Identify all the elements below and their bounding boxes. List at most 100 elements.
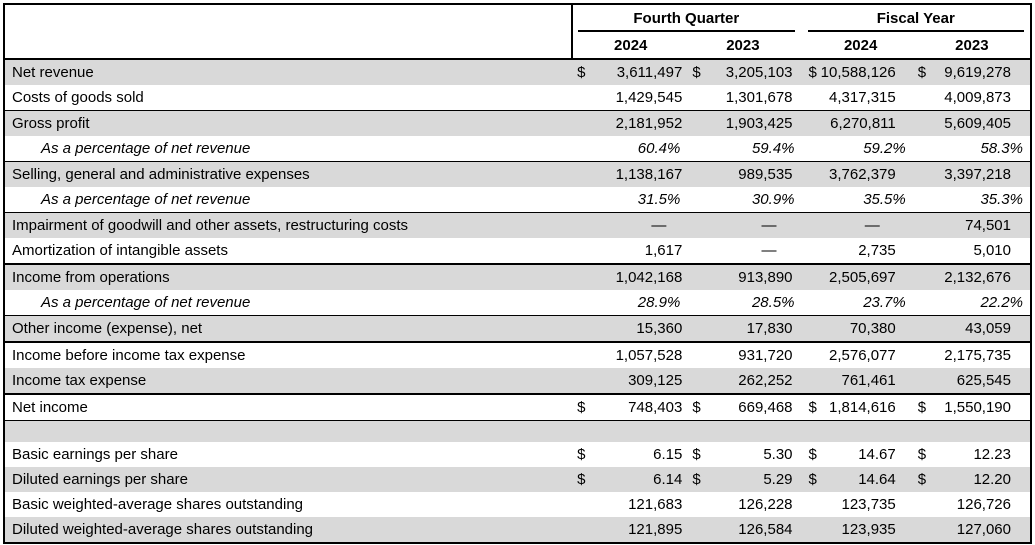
value-cell: 6,270,811 bbox=[807, 110, 914, 136]
dollar-sign: $ bbox=[692, 64, 701, 81]
value-cell: $12.23 bbox=[914, 442, 1031, 467]
column-gap-cell bbox=[797, 161, 808, 187]
value-cell: 625,545 bbox=[913, 368, 1031, 394]
value-cell bbox=[688, 420, 798, 442]
column-group-label: Fiscal Year bbox=[876, 10, 955, 27]
header-group-row: Fourth Quarter Fiscal Year bbox=[4, 4, 1031, 32]
dollar-sign: $ bbox=[917, 64, 927, 81]
row-label bbox=[4, 420, 573, 442]
value-cell: 23.7% bbox=[863, 294, 906, 311]
cell-value: 3,205,103 bbox=[725, 64, 793, 81]
value-cell: $669,468 bbox=[688, 393, 798, 421]
column-gap-cell bbox=[798, 187, 808, 213]
column-gap-cell bbox=[798, 290, 808, 316]
column-gap-cell bbox=[797, 517, 808, 543]
dollar-sign: $ bbox=[808, 471, 817, 488]
value-cell: 121,895 bbox=[572, 517, 689, 543]
value-cell: 126,584 bbox=[688, 517, 798, 543]
value-cell: 1,057,528 bbox=[572, 341, 689, 368]
value-cell: 126,726 bbox=[956, 496, 1011, 513]
value-cell bbox=[913, 420, 1031, 442]
row-label: Costs of goods sold bbox=[12, 89, 144, 106]
value-cell: $14.67 bbox=[808, 442, 914, 467]
column-gap-cell bbox=[798, 442, 808, 467]
row-label: Basic earnings per share bbox=[12, 446, 178, 463]
value-cell: 2,181,952 bbox=[572, 110, 689, 136]
column-gap-cell bbox=[797, 420, 808, 442]
value-cell: 2,175,735 bbox=[913, 341, 1031, 368]
value-cell: 123,735 bbox=[841, 496, 896, 513]
row-label: Other income (expense), net bbox=[4, 315, 573, 342]
value-cell: $3,205,103 bbox=[688, 59, 798, 85]
dollar-sign: $ bbox=[808, 399, 817, 416]
column-gap-cell bbox=[797, 315, 808, 342]
value-cell: 913,890 bbox=[688, 263, 798, 290]
cell-value: 1,814,616 bbox=[829, 399, 896, 416]
value-cell: 22.2% bbox=[980, 294, 1023, 311]
dollar-sign: $ bbox=[917, 399, 927, 416]
row-label: Amortization of intangible assets bbox=[12, 242, 228, 259]
value-cell: 1,138,167 bbox=[572, 161, 689, 187]
cell-value: 9,619,278 bbox=[944, 64, 1011, 81]
value-cell: $9,619,278 bbox=[913, 59, 1031, 85]
value-cell: 2,735 bbox=[858, 242, 896, 259]
value-cell: 30.9% bbox=[751, 191, 795, 208]
dollar-sign: $ bbox=[808, 446, 817, 463]
value-cell: $14.64 bbox=[807, 467, 914, 492]
table-row: Income from operations 1,042,168 913,890 2,… bbox=[4, 263, 1031, 290]
row-label: As a percentage of net revenue bbox=[41, 294, 251, 311]
value-cell: 28.9% bbox=[637, 294, 681, 311]
dollar-sign: $ bbox=[577, 399, 586, 416]
value-cell: — bbox=[572, 212, 689, 238]
cell-value: 3,611,497 bbox=[616, 64, 683, 81]
header-year-row: 2024 2023 2024 2023 bbox=[4, 32, 1031, 60]
value-cell: 74,501 bbox=[913, 212, 1031, 238]
table-row: As a percentage of net revenue 60.4% 59.4%… bbox=[4, 136, 1031, 162]
value-cell: $3,611,497 bbox=[572, 59, 689, 85]
year-header-fy-2024: 2024 bbox=[807, 32, 914, 60]
value-cell: 59.2% bbox=[863, 140, 906, 157]
table-row: Diluted weighted-average shares outstand… bbox=[4, 517, 1031, 543]
value-cell: 126,228 bbox=[738, 496, 793, 513]
column-gap-cell bbox=[797, 59, 808, 85]
column-gap-cell bbox=[797, 212, 808, 238]
value-cell: $1,814,616 bbox=[807, 393, 914, 421]
value-cell: $6.15 bbox=[572, 442, 688, 467]
value-cell: 70,380 bbox=[807, 315, 914, 342]
row-label: Basic weighted-average shares outstandin… bbox=[12, 496, 304, 513]
value-cell: 15,360 bbox=[572, 315, 689, 342]
table-row: Net income $748,403 $669,468 $1,814,616 $1,5… bbox=[4, 393, 1031, 421]
cell-value: 12.20 bbox=[973, 471, 1011, 488]
value-cell: 4,009,873 bbox=[944, 89, 1011, 106]
value-cell: 123,935 bbox=[807, 517, 914, 543]
column-gap-cell bbox=[797, 467, 808, 492]
value-cell: 2,132,676 bbox=[913, 263, 1031, 290]
value-cell: $6.14 bbox=[572, 467, 689, 492]
dollar-sign: $ bbox=[808, 64, 817, 81]
row-label: Selling, general and administrative expe… bbox=[4, 161, 573, 187]
row-label: Net revenue bbox=[4, 59, 573, 85]
cell-value: 6.14 bbox=[653, 471, 683, 488]
row-label: Impairment of goodwill and other assets,… bbox=[4, 212, 573, 238]
value-cell: 58.3% bbox=[980, 140, 1023, 157]
value-cell: 5,010 bbox=[973, 242, 1011, 259]
value-cell: 35.3% bbox=[980, 191, 1023, 208]
table-row: As a percentage of net revenue 31.5% 30.9%… bbox=[4, 187, 1031, 213]
value-cell: 1,903,425 bbox=[688, 110, 798, 136]
table-row: Diluted earnings per share $6.14 $5.29 $14.… bbox=[4, 467, 1031, 492]
cell-value: 12.23 bbox=[973, 446, 1011, 463]
cell-value: 5.30 bbox=[763, 446, 793, 463]
column-gap-cell bbox=[797, 263, 808, 290]
dollar-sign: $ bbox=[917, 446, 927, 463]
table-row: Income tax expense 309,125 262,252 761,461 6… bbox=[4, 368, 1031, 394]
value-cell: — bbox=[807, 212, 914, 238]
value-cell: 931,720 bbox=[688, 341, 798, 368]
dollar-sign: $ bbox=[692, 471, 701, 488]
table-row: Amortization of intangible assets 1,617 — 2… bbox=[4, 238, 1031, 264]
table-body: Net revenue $3,611,497 $3,205,103 $10,588,1… bbox=[4, 59, 1031, 543]
value-cell: 43,059 bbox=[913, 315, 1031, 342]
value-cell: 28.5% bbox=[751, 294, 795, 311]
value-cell bbox=[572, 420, 689, 442]
row-label: Diluted earnings per share bbox=[4, 467, 573, 492]
